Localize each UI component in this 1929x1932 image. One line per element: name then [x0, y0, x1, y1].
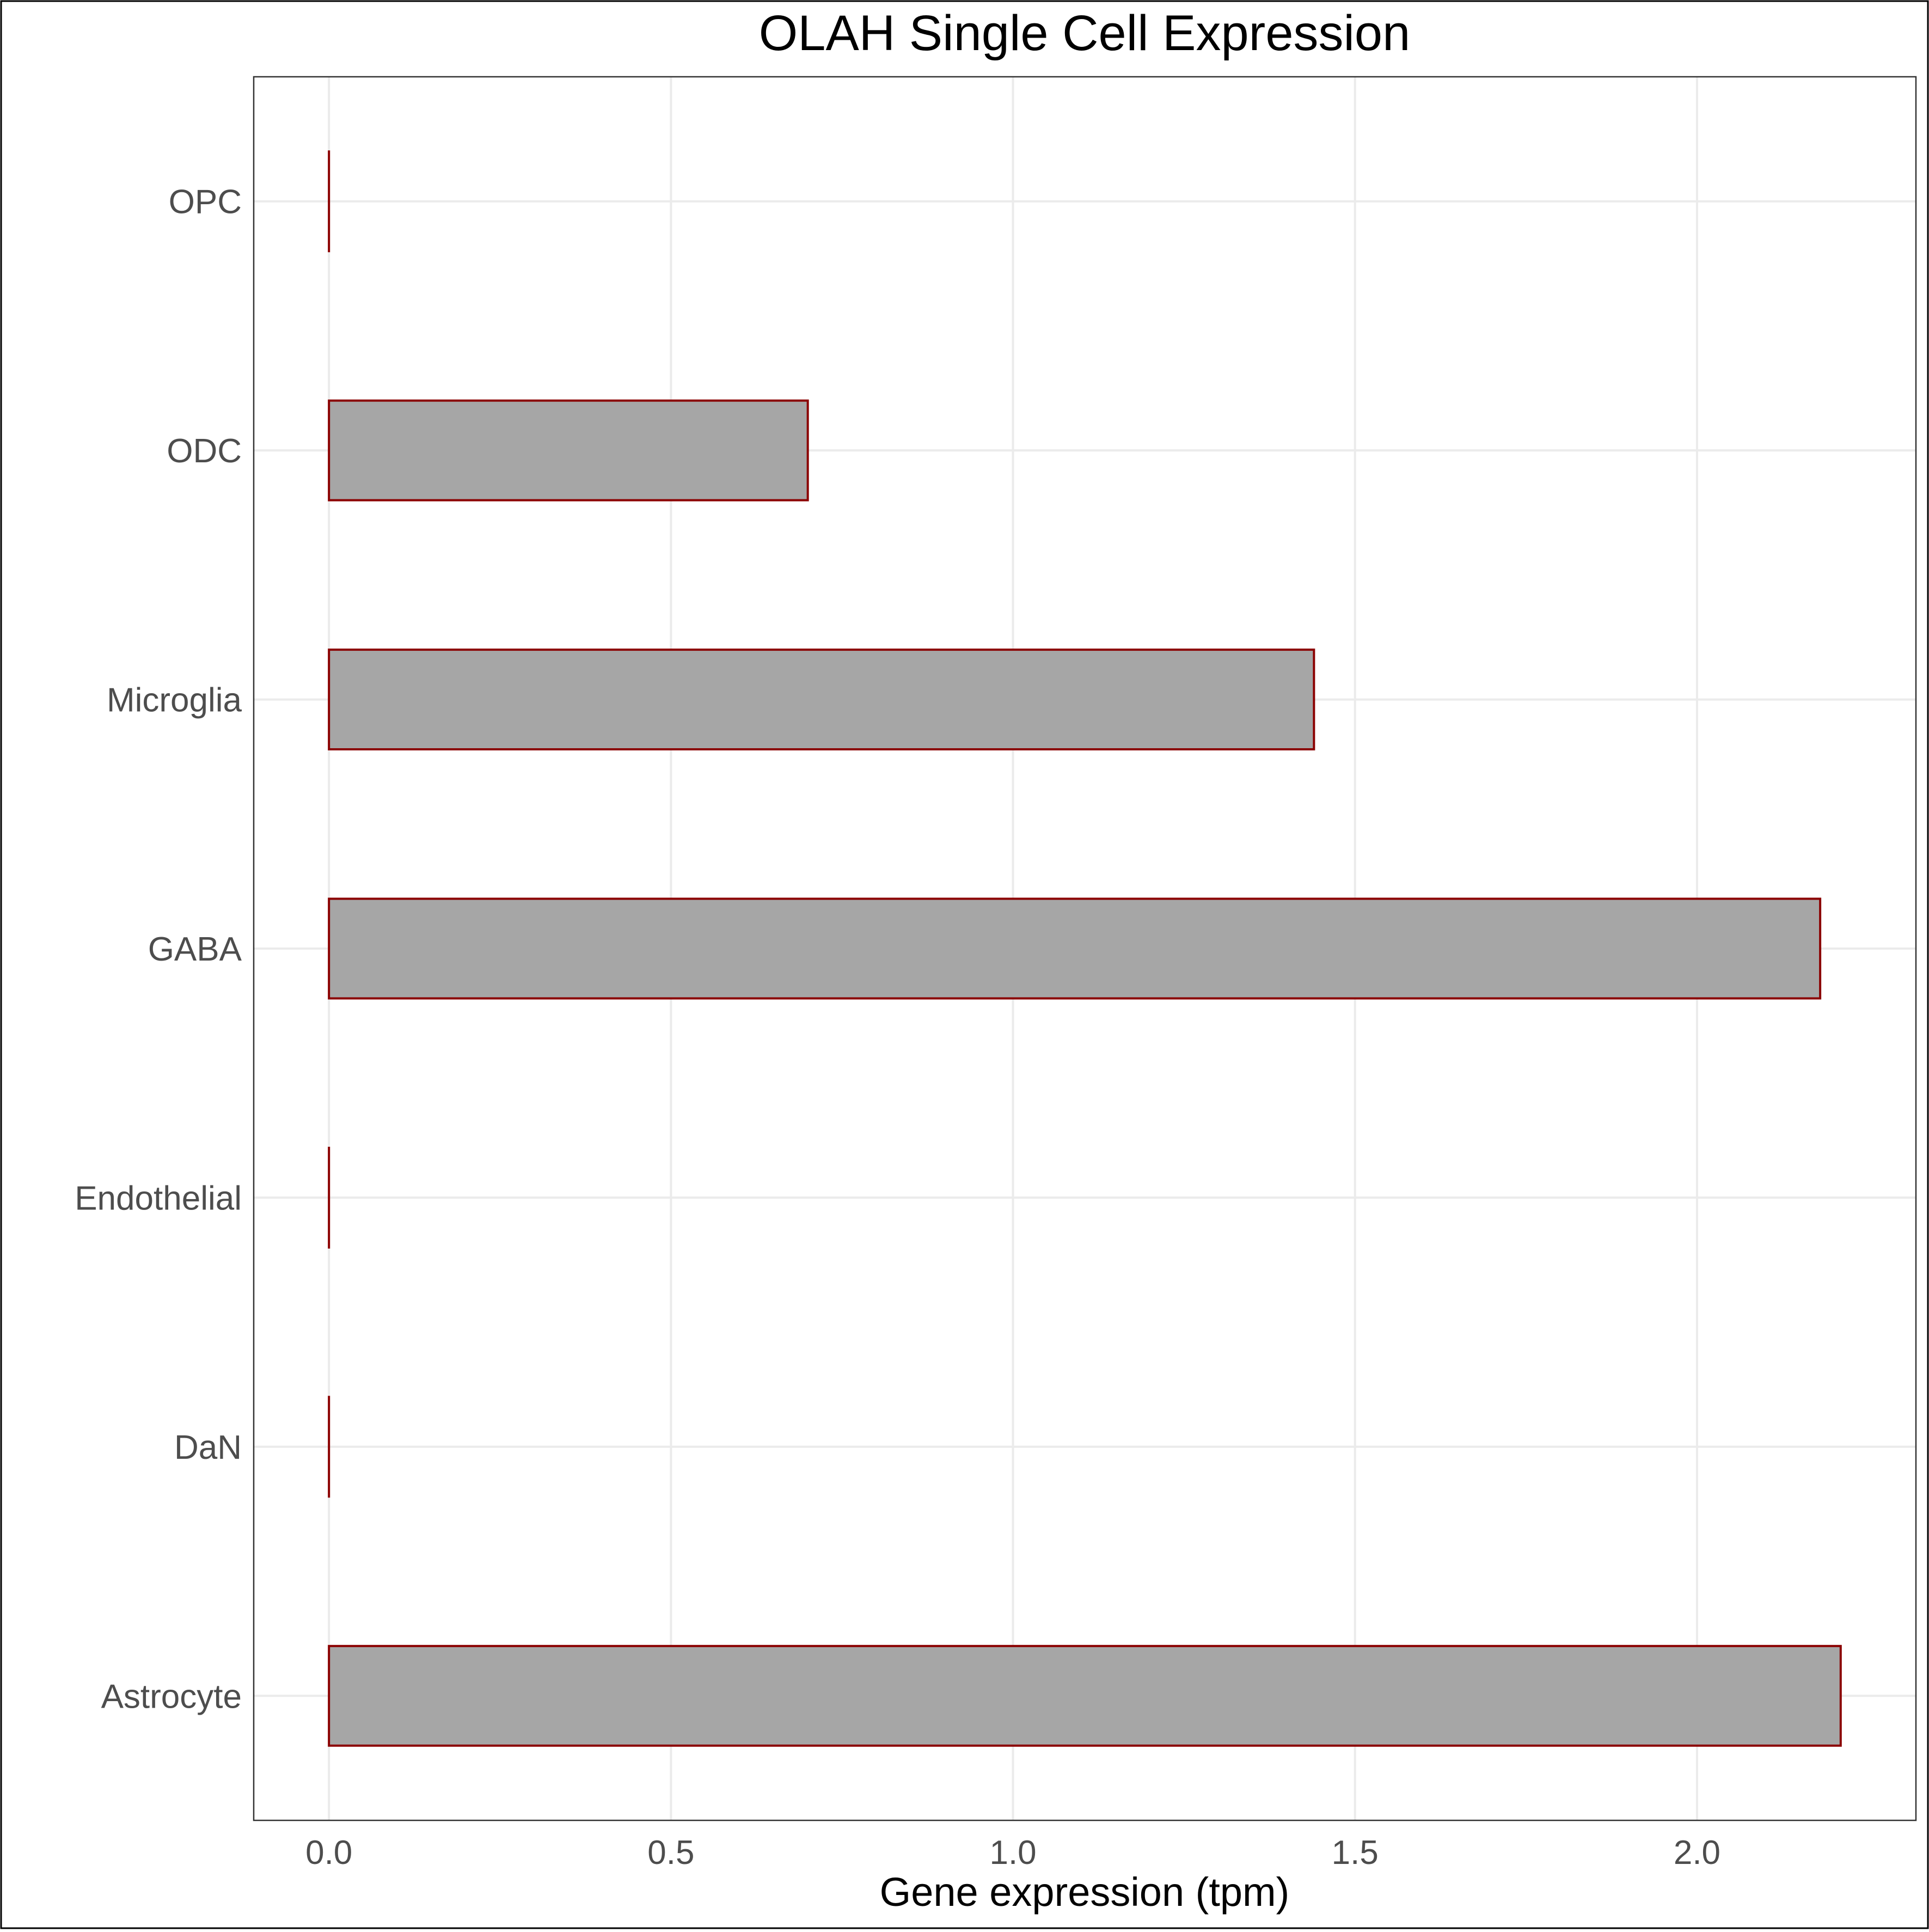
y-tick-label: Endothelial	[75, 1179, 242, 1217]
x-tick-label: 0.5	[647, 1834, 694, 1872]
y-tick-label: Astrocyte	[101, 1678, 242, 1715]
x-tick-label: 1.5	[1332, 1834, 1379, 1872]
y-tick-label: OPC	[169, 184, 242, 221]
bar-microglia	[329, 650, 1314, 749]
x-tick-label: 2.0	[1674, 1834, 1720, 1872]
bar-astrocyte	[329, 1646, 1841, 1746]
y-tick-label: Microglia	[107, 682, 242, 719]
x-axis-title: Gene expression (tpm)	[880, 1869, 1290, 1915]
bar-gaba	[329, 899, 1820, 999]
chart-title: OLAH Single Cell Expression	[759, 5, 1411, 61]
y-tick-label: GABA	[148, 931, 242, 968]
y-tick-label: DaN	[174, 1429, 242, 1466]
x-tick-label: 0.0	[305, 1834, 352, 1872]
x-tick-label: 1.0	[989, 1834, 1036, 1872]
bar-odc	[329, 401, 807, 500]
y-tick-label: ODC	[167, 432, 242, 470]
